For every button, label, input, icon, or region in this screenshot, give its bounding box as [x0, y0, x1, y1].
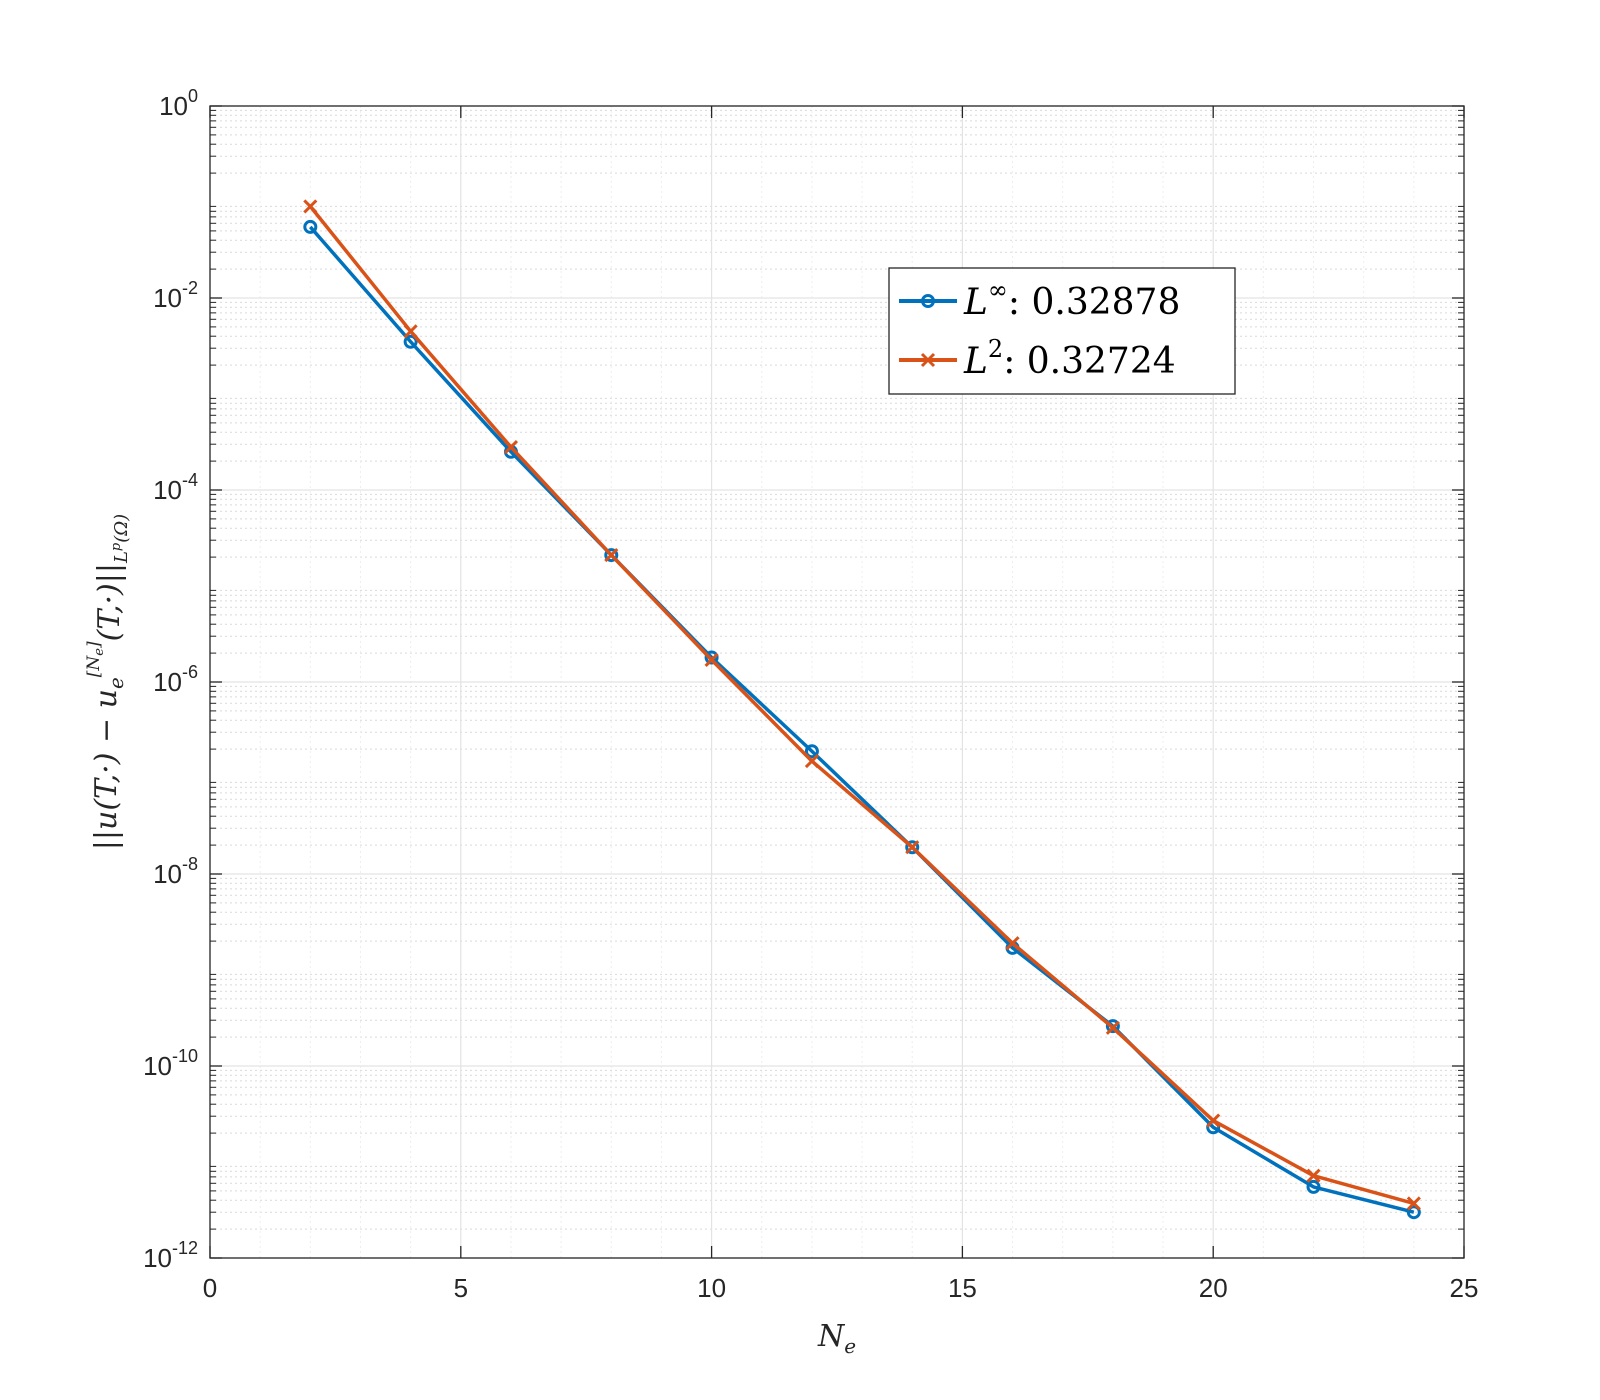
- series-line: [308, 205, 1415, 1206]
- data-point-circle: [804, 744, 819, 759]
- y-tick-label-base: 10: [153, 475, 182, 505]
- y-axis-label: ||u(T,·) − ue[Ne](T,·)||Lp(Ω): [84, 514, 132, 850]
- data-point-x: [604, 548, 619, 563]
- x-tick-label: 15: [948, 1273, 977, 1303]
- data-point-circle: [704, 650, 719, 665]
- data-point-x: [905, 840, 920, 855]
- x-tick-label: 20: [1199, 1273, 1228, 1303]
- y-tick-label-exponent: -10: [172, 1046, 198, 1066]
- data-point-circle: [1306, 1179, 1321, 1194]
- legend-swatch-marker-linf: [921, 294, 935, 308]
- series-layer: [303, 199, 1421, 1220]
- series-line: [309, 225, 1415, 1214]
- y-axis-label-norm-end: (Ω): [111, 514, 132, 543]
- y-axis-label-sup-end: ]: [84, 641, 104, 649]
- x-axis-label: Ne: [817, 1319, 856, 1358]
- y-tick-label: 10-6: [153, 662, 198, 697]
- y-tick-label-base: 10: [153, 667, 182, 697]
- data-point-x: [1306, 1168, 1321, 1183]
- y-axis-label-main: ||u(T,·) − u: [89, 689, 124, 850]
- y-tick-label-base: 10: [143, 1051, 172, 1081]
- legend-label-l2: L2: 0.32724: [963, 335, 1176, 382]
- y-axis-label-sup: [N: [84, 655, 104, 678]
- y-tick-label: 10-2: [153, 278, 198, 313]
- y-axis-label-tail: (T,·)||: [92, 563, 127, 641]
- y-tick-label-exponent: -12: [172, 1238, 198, 1258]
- tick-marks: [209, 105, 1465, 1259]
- data-point-circle: [303, 219, 318, 234]
- x-tick-label: 0: [203, 1273, 217, 1303]
- data-point-circle: [1105, 1019, 1120, 1034]
- data-point-x: [303, 199, 318, 214]
- y-axis-label-sup-sub: e: [92, 648, 107, 656]
- y-tick-label: 10-4: [153, 470, 198, 505]
- legend-label-linf-sup: ∞: [988, 276, 1008, 304]
- legend-entry-l2: L2: 0.32724: [899, 335, 1176, 382]
- data-point-circle: [1406, 1205, 1421, 1220]
- y-tick-label-exponent: -8: [182, 854, 198, 874]
- y-axis-label-sub: e: [104, 677, 128, 689]
- y-tick-label-base: 10: [153, 859, 182, 889]
- legend-label-l2-name: L: [963, 341, 988, 382]
- data-point-x: [1005, 936, 1020, 951]
- data-point-x: [503, 440, 519, 455]
- x-axis-label-sub: e: [844, 1334, 856, 1358]
- data-point-x: [804, 754, 819, 769]
- data-point-x: [403, 324, 418, 339]
- data-point-x: [1206, 1113, 1221, 1128]
- y-tick-label: 10-8: [153, 854, 198, 889]
- data-point-circle: [905, 840, 920, 855]
- data-point-x: [1105, 1020, 1120, 1035]
- legend-label-linf-name: L: [963, 282, 988, 323]
- x-tick-label: 25: [1450, 1273, 1479, 1303]
- y-tick-label: 100: [159, 86, 198, 121]
- legend-box: [888, 267, 1236, 395]
- y-tick-label-exponent: -4: [182, 470, 198, 490]
- legend-label-linf-rest: : 0.32878: [1008, 282, 1180, 323]
- data-point-circle: [403, 334, 418, 349]
- y-tick-label: 10-12: [143, 1238, 198, 1273]
- data-point-x: [704, 652, 719, 667]
- y-tick-label-exponent: 0: [188, 86, 198, 106]
- legend-label-linf: L∞: 0.32878: [963, 276, 1180, 323]
- legend-swatch-marker-l2: [920, 352, 936, 368]
- x-tick-label: 5: [454, 1273, 468, 1303]
- x-tick-labels: 0 5 10 15 20 25: [203, 1273, 1479, 1303]
- y-tick-label-base: 10: [143, 1243, 172, 1273]
- legend-label-l2-rest: : 0.32724: [1003, 341, 1175, 382]
- data-point-x: [1406, 1196, 1421, 1211]
- data-point-circle: [604, 548, 619, 563]
- legend-label-l2-sup: 2: [988, 335, 1003, 363]
- legend-entry-linf: L∞: 0.32878: [899, 276, 1180, 323]
- legend: L∞: 0.32878 L2: 0.32724: [888, 267, 1236, 395]
- y-tick-label: 10-10: [143, 1046, 198, 1081]
- y-tick-label-base: 10: [153, 283, 182, 313]
- x-axis-label-main: N: [817, 1319, 846, 1354]
- series-l2: [303, 199, 1421, 1211]
- y-axis-label-norm-sub: L: [111, 551, 132, 564]
- y-tick-label-exponent: -2: [182, 278, 198, 298]
- y-axis-label-norm-sup: p: [109, 542, 124, 551]
- y-tick-label-exponent: -6: [182, 662, 198, 682]
- x-tick-label: 10: [697, 1273, 726, 1303]
- y-tick-label-base: 10: [159, 91, 188, 121]
